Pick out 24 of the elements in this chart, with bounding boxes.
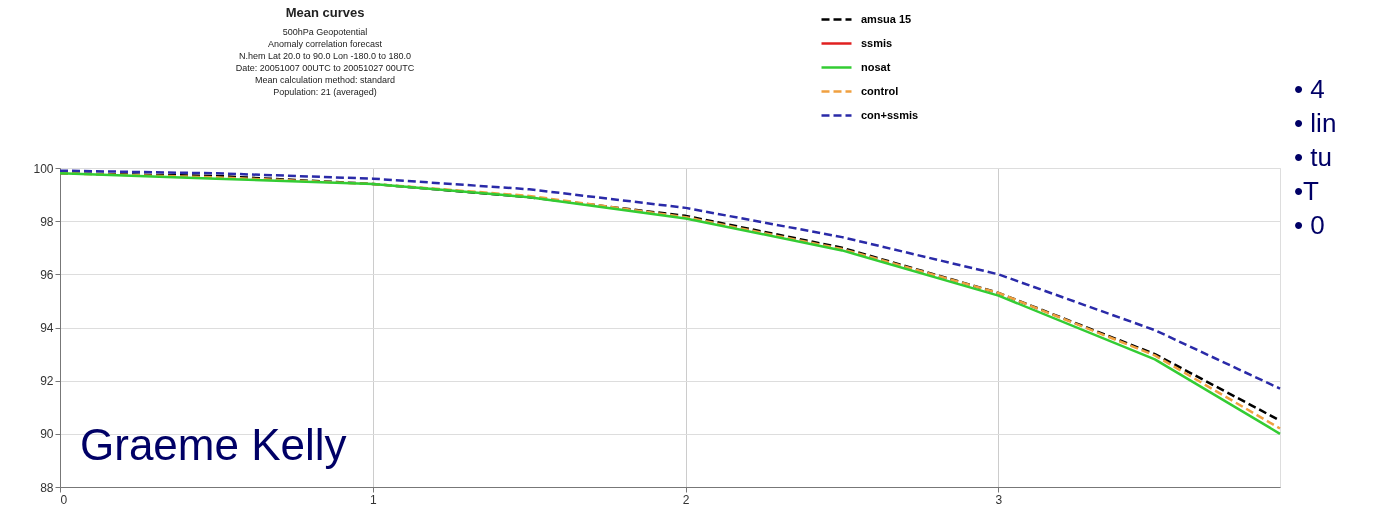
text: • 4 bbox=[1294, 74, 1325, 104]
legend-label: con+ssmis bbox=[861, 108, 919, 121]
text: •T bbox=[1294, 176, 1320, 206]
y-tick-label: 92 bbox=[40, 374, 54, 389]
legend-label: ssmis bbox=[861, 36, 893, 49]
legend-label: nosat bbox=[861, 60, 891, 73]
y-tick-label: 88 bbox=[40, 480, 54, 495]
text: • lin bbox=[1294, 108, 1337, 138]
y-tick-label: 100 bbox=[33, 161, 54, 176]
y-tick-label: 96 bbox=[40, 267, 54, 282]
y-tick-label: 94 bbox=[40, 321, 54, 335]
legend-label: amsua 15 bbox=[861, 12, 912, 25]
text: • 0 bbox=[1294, 210, 1325, 240]
annotation: Graeme Kelly bbox=[80, 420, 347, 469]
x-tick-label: 3 bbox=[995, 492, 1003, 507]
y-tick-label: 90 bbox=[40, 427, 54, 442]
legend-label: control bbox=[861, 84, 899, 97]
x-tick-label: 1 bbox=[369, 492, 377, 507]
x-tick-label: 2 bbox=[682, 492, 690, 507]
chart-title: Mean curves bbox=[285, 5, 365, 20]
chart-subtitle: 500hPa Geopotential Anomaly correlation forecast N.hem Lat 20.0 to 90.0 Lon -180.0 to 180.0 Date: 20051007 00UTC to 20051027 00UTC Mean calculation method: standard Population: 21 (averaged) bbox=[235, 27, 415, 97]
x-tick-label: 0 bbox=[60, 492, 68, 507]
text: • tu bbox=[1294, 142, 1333, 172]
y-tick-label: 98 bbox=[40, 214, 54, 229]
